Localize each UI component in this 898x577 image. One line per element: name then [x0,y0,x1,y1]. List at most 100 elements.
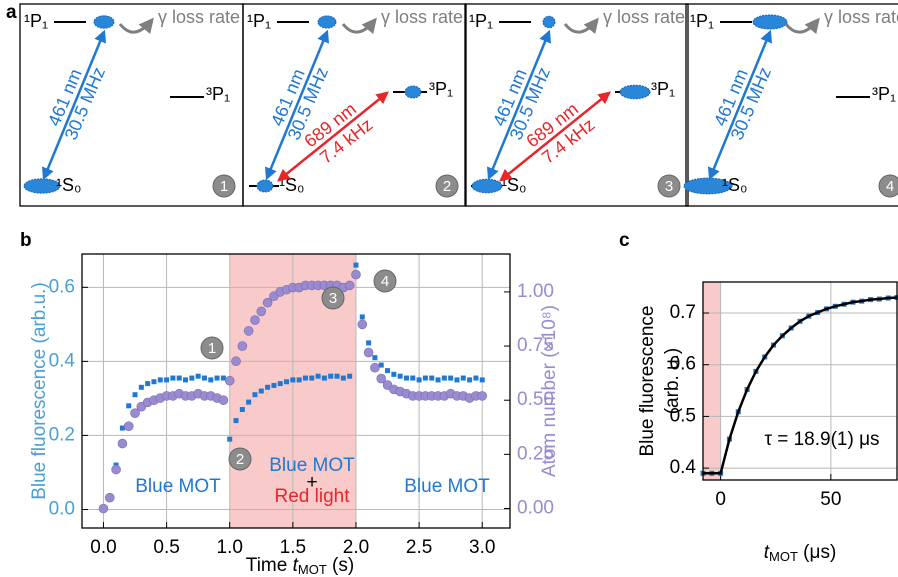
loss-label: γ loss rate [603,7,685,27]
data-point [435,377,441,383]
annotation: + [306,472,317,493]
y-tick-label: 0.0 [49,499,75,520]
step-number: 2 [443,178,451,195]
data-point [296,377,302,383]
data-point [448,375,454,381]
x-tick-label: 1.5 [280,537,306,558]
y-tick-label: 0.6 [49,276,75,297]
state-label: ¹S₀ [722,175,747,195]
data-point [271,382,277,388]
label-part: (s) [327,555,354,576]
plot-frame [81,253,511,529]
data-point [410,375,416,381]
x-tick-label: 0.5 [153,537,179,558]
blue-transition [708,29,772,181]
step-number: 4 [381,273,389,290]
data-point [416,377,422,383]
step-badge [321,286,345,310]
y-tick-label: 0.4 [670,457,697,478]
atom-cloud [317,15,337,29]
atom-cloud [404,85,422,99]
step-badge [373,269,397,293]
data-point [164,377,170,383]
data-point [126,403,132,409]
label-part: t [293,555,299,576]
data-point [123,421,134,431]
y2-tick-label: 0.50 [517,389,554,410]
annotation: Red light [275,486,351,507]
loss-arrow [784,17,820,35]
loss-label: γ loss rate [381,7,463,27]
data-point [351,269,361,280]
annotation: τ = 18.9(1) μs [764,429,879,450]
atom-cloud [619,84,651,100]
y2-tick-label: 0.25 [517,443,554,464]
data-point [208,377,214,383]
y2-axis-label: Atom number (×10⁸) [539,305,560,477]
atom-cloud [542,15,556,29]
loss-arrow [341,17,377,35]
panel-label: a [6,2,17,23]
data-point [328,373,334,379]
data-point [252,392,258,398]
label-part: t [764,542,770,563]
atom-cloud [256,179,274,193]
label-part: MOT [769,549,798,564]
x-tick-label: 50 [820,489,841,510]
y2-tick-label: 1.00 [517,281,554,302]
data-point [347,373,353,379]
data-point [157,377,163,383]
step-badge [657,174,681,198]
label-part: MOT [298,562,327,577]
state-label: ¹P₁ [24,11,48,31]
data-point [265,384,271,390]
data-point [239,407,245,413]
data-point [467,377,473,383]
data-point [151,379,157,385]
step-number: 3 [329,290,337,307]
data-point [290,377,296,383]
data-point [353,262,359,268]
diagram-frame [242,3,467,207]
y-tick-label: 0.7 [670,302,696,323]
x-tick-label: 1.0 [217,537,243,558]
data-point [385,368,391,374]
x-tick-label: 3.0 [469,537,495,558]
data-point [145,381,151,387]
atom-cloud [93,15,115,29]
data-point [117,438,128,449]
x-tick-label: 2.5 [406,537,432,558]
annotation: Blue MOT [135,476,221,497]
data-point [218,395,229,406]
data-point [256,306,267,317]
step-number: 1 [220,178,228,195]
data-point [201,375,207,381]
y-axis-label: Blue fluorescence (arb.u.) [29,282,50,500]
data-point [370,362,380,373]
data-point [359,314,365,320]
data-point [340,375,346,381]
data-point [224,375,235,386]
y-axis-label: Blue fluorescence [637,305,658,456]
data-point [176,375,182,381]
plot-background [703,282,897,480]
step-number: 2 [236,451,244,468]
label-part: Time [246,555,293,576]
y-tick-label: 0.6 [670,354,696,375]
data-point [246,399,252,405]
data-point [397,373,403,379]
step-number: 4 [886,178,894,195]
panel-label: b [20,230,32,251]
data-point [344,280,355,291]
step-badge [878,174,898,198]
data-point [233,418,239,424]
data-point [302,375,308,381]
data-point [479,377,485,383]
atom-cloud [471,178,503,194]
step-badge [200,336,224,360]
state-label: ¹S₀ [56,175,81,195]
state-label: ³P₁ [651,79,675,99]
data-point [363,347,374,358]
